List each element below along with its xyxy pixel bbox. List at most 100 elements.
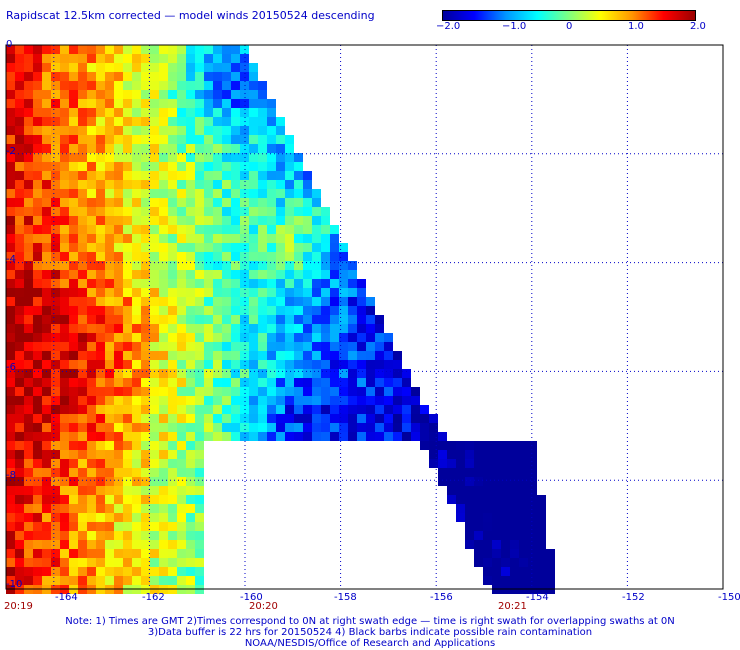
swath-cell xyxy=(195,333,204,342)
swath-cell xyxy=(141,279,150,288)
swath-cell xyxy=(204,360,213,369)
swath-cell xyxy=(42,495,51,504)
swath-cell xyxy=(357,315,366,324)
swath-cell xyxy=(60,459,69,468)
swath-cell xyxy=(132,549,141,558)
swath-cell xyxy=(510,468,519,477)
swath-cell xyxy=(123,135,132,144)
swath-cell xyxy=(123,225,132,234)
swath-cell xyxy=(105,342,114,351)
swath-cell xyxy=(51,342,60,351)
swath-cell xyxy=(96,126,105,135)
swath-cell xyxy=(204,306,213,315)
swath-cell xyxy=(177,486,186,495)
swath-cell xyxy=(51,171,60,180)
swath-cell xyxy=(105,522,114,531)
swath-cell xyxy=(429,432,438,441)
swath-cell xyxy=(42,153,51,162)
swath-cell xyxy=(222,261,231,270)
swath-cell xyxy=(150,468,159,477)
swath-cell xyxy=(222,144,231,153)
swath-cell xyxy=(123,351,132,360)
swath-cell xyxy=(240,99,249,108)
swath-cell xyxy=(141,414,150,423)
swath-cell xyxy=(105,171,114,180)
swath-cell xyxy=(150,351,159,360)
swath-cell xyxy=(546,576,555,585)
swath-cell xyxy=(51,477,60,486)
swath-cell xyxy=(222,378,231,387)
swath-cell xyxy=(258,351,267,360)
swath-cell xyxy=(537,567,546,576)
swath-cell xyxy=(159,252,168,261)
swath-cell xyxy=(204,378,213,387)
swath-cell xyxy=(24,540,33,549)
swath-cell xyxy=(186,549,195,558)
swath-cell xyxy=(519,531,528,540)
swath-cell xyxy=(15,414,24,423)
swath-cell xyxy=(204,81,213,90)
swath-cell xyxy=(195,558,204,567)
swath-cell xyxy=(33,495,42,504)
swath-cell xyxy=(123,495,132,504)
swath-cell xyxy=(195,108,204,117)
swath-cell xyxy=(195,450,204,459)
swath-cell xyxy=(375,342,384,351)
swath-cell xyxy=(312,333,321,342)
swath-cell xyxy=(357,342,366,351)
swath-cell xyxy=(69,81,78,90)
swath-cell xyxy=(132,522,141,531)
swath-cell xyxy=(168,468,177,477)
swath-cell xyxy=(474,468,483,477)
swath-cell xyxy=(465,486,474,495)
swath-cell xyxy=(33,351,42,360)
swath-cell xyxy=(42,162,51,171)
swath-cell xyxy=(330,333,339,342)
swath-cell xyxy=(528,468,537,477)
swath-cell xyxy=(204,351,213,360)
swath-cell xyxy=(15,360,24,369)
swath-cell xyxy=(276,252,285,261)
swath-cell xyxy=(411,423,420,432)
swath-cell xyxy=(114,378,123,387)
swath-cell xyxy=(6,252,15,261)
swath-cell xyxy=(78,198,87,207)
swath-cell xyxy=(132,288,141,297)
swath-cell xyxy=(249,153,258,162)
swath-cell xyxy=(78,189,87,198)
swath-cell xyxy=(60,54,69,63)
swath-cell xyxy=(96,90,105,99)
swath-cell xyxy=(6,180,15,189)
swath-cell xyxy=(303,315,312,324)
swath-cell xyxy=(474,549,483,558)
swath-cell xyxy=(348,369,357,378)
swath-cell xyxy=(132,576,141,585)
swath-cell xyxy=(78,414,87,423)
swath-cell xyxy=(321,351,330,360)
swath-cell xyxy=(231,189,240,198)
swath-cell xyxy=(105,207,114,216)
swath-cell xyxy=(6,135,15,144)
swath-cell xyxy=(375,378,384,387)
swath-cell xyxy=(177,189,186,198)
swath-cell xyxy=(528,567,537,576)
swath-cell xyxy=(402,396,411,405)
swath-cell xyxy=(105,468,114,477)
swath-cell xyxy=(258,360,267,369)
swath-cell xyxy=(213,108,222,117)
swath-cell xyxy=(276,315,285,324)
swath-cell xyxy=(501,576,510,585)
swath-cell xyxy=(204,180,213,189)
swath-cell xyxy=(114,414,123,423)
swath-cell xyxy=(60,495,69,504)
swath-cell xyxy=(186,99,195,108)
swath-cell xyxy=(195,90,204,99)
swath-cell xyxy=(186,288,195,297)
swath-cell xyxy=(528,531,537,540)
swath-cell xyxy=(6,225,15,234)
swath-cell xyxy=(492,567,501,576)
swath-cell xyxy=(132,459,141,468)
swath-cell xyxy=(141,567,150,576)
swath-cell xyxy=(168,315,177,324)
